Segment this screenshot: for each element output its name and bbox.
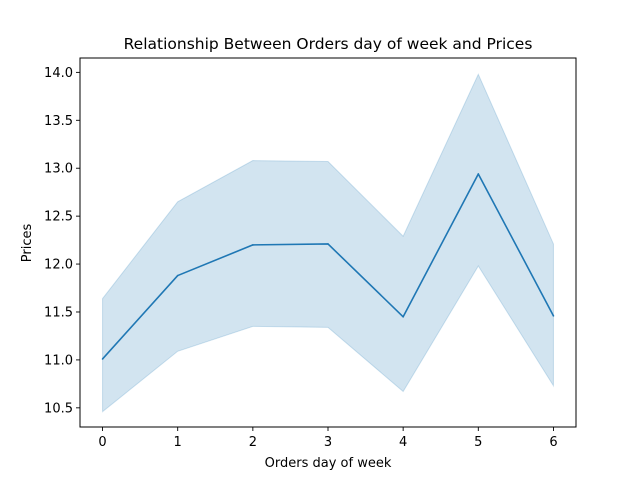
y-tick-label: 12.0 bbox=[44, 258, 73, 273]
y-tick-label: 13.5 bbox=[44, 114, 73, 129]
y-tick-label: 12.5 bbox=[44, 210, 73, 225]
data-point-0-1 bbox=[176, 274, 179, 277]
data-point-0-2 bbox=[252, 244, 254, 246]
y-tick-label: 14.0 bbox=[44, 66, 73, 81]
data-point-0-5 bbox=[477, 173, 480, 175]
data-point-0-0 bbox=[101, 358, 104, 360]
data-point-0-4 bbox=[402, 315, 404, 318]
data-point-0-3 bbox=[327, 243, 329, 245]
x-axis: 0 1 2 3 4 5 6 bbox=[98, 427, 558, 450]
y-axis-label: Prices bbox=[20, 224, 35, 263]
x-tick-label: 0 bbox=[98, 435, 106, 450]
confidence-band-0 bbox=[102, 73, 554, 413]
data-point-0-6 bbox=[552, 315, 555, 317]
y-tick-label: 13.0 bbox=[44, 162, 73, 177]
x-tick-label: 4 bbox=[399, 435, 407, 450]
x-axis-label: Orders day of week bbox=[265, 456, 392, 471]
x-tick-label: 5 bbox=[474, 435, 482, 450]
y-tick-label: 10.5 bbox=[44, 401, 73, 416]
x-tick-label: 6 bbox=[549, 435, 557, 450]
chart-title: Relationship Between Orders day of week … bbox=[124, 35, 533, 53]
y-tick-label: 11.0 bbox=[44, 353, 73, 368]
y-tick-label: 11.5 bbox=[44, 305, 73, 320]
x-tick-label: 2 bbox=[249, 435, 257, 450]
plot-area bbox=[101, 73, 555, 413]
y-axis: 10.5 11.0 11.5 12.0 12.5 13.0 13.5 14.0 bbox=[44, 66, 80, 416]
x-tick-label: 1 bbox=[174, 435, 182, 450]
x-tick-label: 3 bbox=[324, 435, 332, 450]
